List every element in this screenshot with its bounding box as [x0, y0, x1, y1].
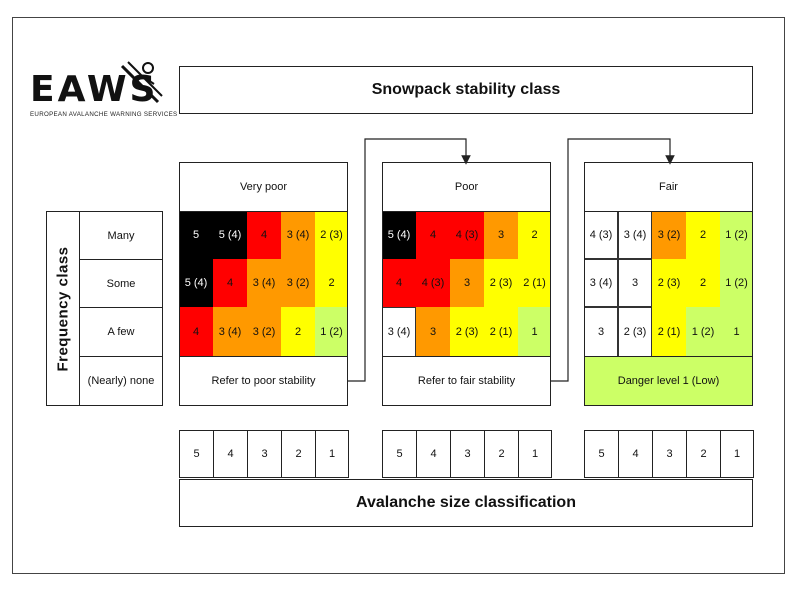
matrix-cell-very-poor-r3-c3: 3 (2) [247, 307, 281, 357]
frequency-class-title: Frequency class [46, 211, 80, 406]
table-footer-very-poor: Refer to poor stability [179, 356, 348, 406]
matrix-cell-poor-r2-c4: 2 (3) [484, 259, 518, 307]
matrix-cell-fair-r2-c4: 2 [686, 259, 720, 307]
size-cell-fair-1: 1 [720, 430, 754, 478]
frequency-class-label: Frequency class [54, 245, 72, 372]
matrix-cell-poor-r1-c4: 3 [484, 211, 518, 259]
matrix-cell-very-poor-r1-c1: 5 [179, 211, 213, 259]
matrix-cell-fair-r1-c4: 2 [686, 211, 720, 259]
frequency-row-a-few: A few [79, 307, 163, 357]
frequency-row-nearly-none: (Nearly) none [79, 356, 163, 406]
matrix-cell-very-poor-r1-c5: 2 (3) [315, 211, 348, 259]
matrix-cell-poor-r3-c2: 3 [416, 307, 450, 357]
table-header-very-poor: Very poor [179, 162, 348, 212]
matrix-cell-fair-r1-c5: 1 (2) [720, 211, 753, 259]
matrix-cell-poor-r1-c3: 4 (3) [450, 211, 484, 259]
frequency-row-some: Some [79, 259, 163, 308]
matrix-cell-poor-r2-c5: 2 (1) [518, 259, 551, 307]
matrix-cell-fair-r1-c1: 4 (3) [584, 211, 618, 259]
size-cell-poor-1: 1 [518, 430, 552, 478]
size-cell-very-poor-4: 4 [213, 430, 248, 478]
matrix-cell-fair-r2-c5: 1 (2) [720, 259, 753, 307]
matrix-cell-very-poor-r2-c3: 3 (4) [247, 259, 281, 307]
matrix-cell-fair-r3-c2: 2 (3) [618, 307, 652, 357]
matrix-cell-very-poor-r2-c2: 4 [213, 259, 247, 307]
matrix-cell-poor-r3-c3: 2 (3) [450, 307, 484, 357]
matrix-cell-fair-r3-c4: 1 (2) [686, 307, 720, 357]
matrix-cell-poor-r1-c1: 5 (4) [382, 211, 416, 259]
table-footer-poor: Refer to fair stability [382, 356, 551, 406]
matrix-cell-poor-r3-c4: 2 (1) [484, 307, 518, 357]
size-cell-poor-2: 2 [484, 430, 519, 478]
matrix-cell-fair-r2-c2: 3 [618, 259, 652, 307]
size-cell-fair-4: 4 [618, 430, 653, 478]
size-cell-very-poor-5: 5 [179, 430, 214, 478]
frequency-row-many: Many [79, 211, 163, 260]
matrix-cell-fair-r1-c3: 3 (2) [652, 211, 686, 259]
matrix-cell-poor-r2-c2: 4 (3) [416, 259, 450, 307]
size-cell-fair-3: 3 [652, 430, 687, 478]
matrix-cell-fair-r3-c3: 2 (1) [652, 307, 686, 357]
matrix-cell-poor-r2-c1: 4 [382, 259, 416, 307]
size-cell-poor-3: 3 [450, 430, 485, 478]
matrix-cell-very-poor-r3-c2: 3 (4) [213, 307, 247, 357]
matrix-cell-very-poor-r2-c5: 2 [315, 259, 348, 307]
table-footer-fair: Danger level 1 (Low) [584, 356, 753, 406]
matrix-cell-poor-r1-c5: 2 [518, 211, 551, 259]
size-cell-fair-5: 5 [584, 430, 619, 478]
size-cell-poor-4: 4 [416, 430, 451, 478]
matrix-cell-poor-r2-c3: 3 [450, 259, 484, 307]
matrix-cell-fair-r3-c5: 1 [720, 307, 753, 357]
logo-text: EAWS [30, 69, 159, 110]
matrix-cell-very-poor-r1-c4: 3 (4) [281, 211, 315, 259]
matrix-cell-very-poor-r1-c2: 5 (4) [213, 211, 247, 259]
size-cell-very-poor-2: 2 [281, 430, 316, 478]
matrix-cell-fair-r2-c3: 2 (3) [652, 259, 686, 307]
size-classification-title: Avalanche size classification [179, 479, 753, 527]
matrix-cell-poor-r1-c2: 4 [416, 211, 450, 259]
size-cell-very-poor-3: 3 [247, 430, 282, 478]
matrix-cell-fair-r1-c2: 3 (4) [618, 211, 652, 259]
matrix-cell-very-poor-r2-c4: 3 (2) [281, 259, 315, 307]
matrix-cell-fair-r2-c1: 3 (4) [584, 259, 618, 307]
matrix-cell-poor-r3-c5: 1 [518, 307, 551, 357]
size-cell-very-poor-1: 1 [315, 430, 349, 478]
logo-subtitle: EUROPEAN AVALANCHE WARNING SERVICES [30, 111, 178, 118]
matrix-cell-very-poor-r1-c3: 4 [247, 211, 281, 259]
diagram-frame [12, 17, 785, 574]
stability-class-title: Snowpack stability class [179, 66, 753, 114]
table-header-poor: Poor [382, 162, 551, 212]
matrix-cell-very-poor-r2-c1: 5 (4) [179, 259, 213, 307]
table-header-fair: Fair [584, 162, 753, 212]
matrix-cell-very-poor-r3-c4: 2 [281, 307, 315, 357]
avalanche-slope-icon [120, 61, 163, 104]
matrix-cell-poor-r3-c1: 3 (4) [382, 307, 416, 357]
matrix-cell-very-poor-r3-c5: 1 (2) [315, 307, 348, 357]
matrix-cell-very-poor-r3-c1: 4 [179, 307, 213, 357]
matrix-cell-fair-r3-c1: 3 [584, 307, 618, 357]
size-cell-fair-2: 2 [686, 430, 721, 478]
size-cell-poor-5: 5 [382, 430, 417, 478]
